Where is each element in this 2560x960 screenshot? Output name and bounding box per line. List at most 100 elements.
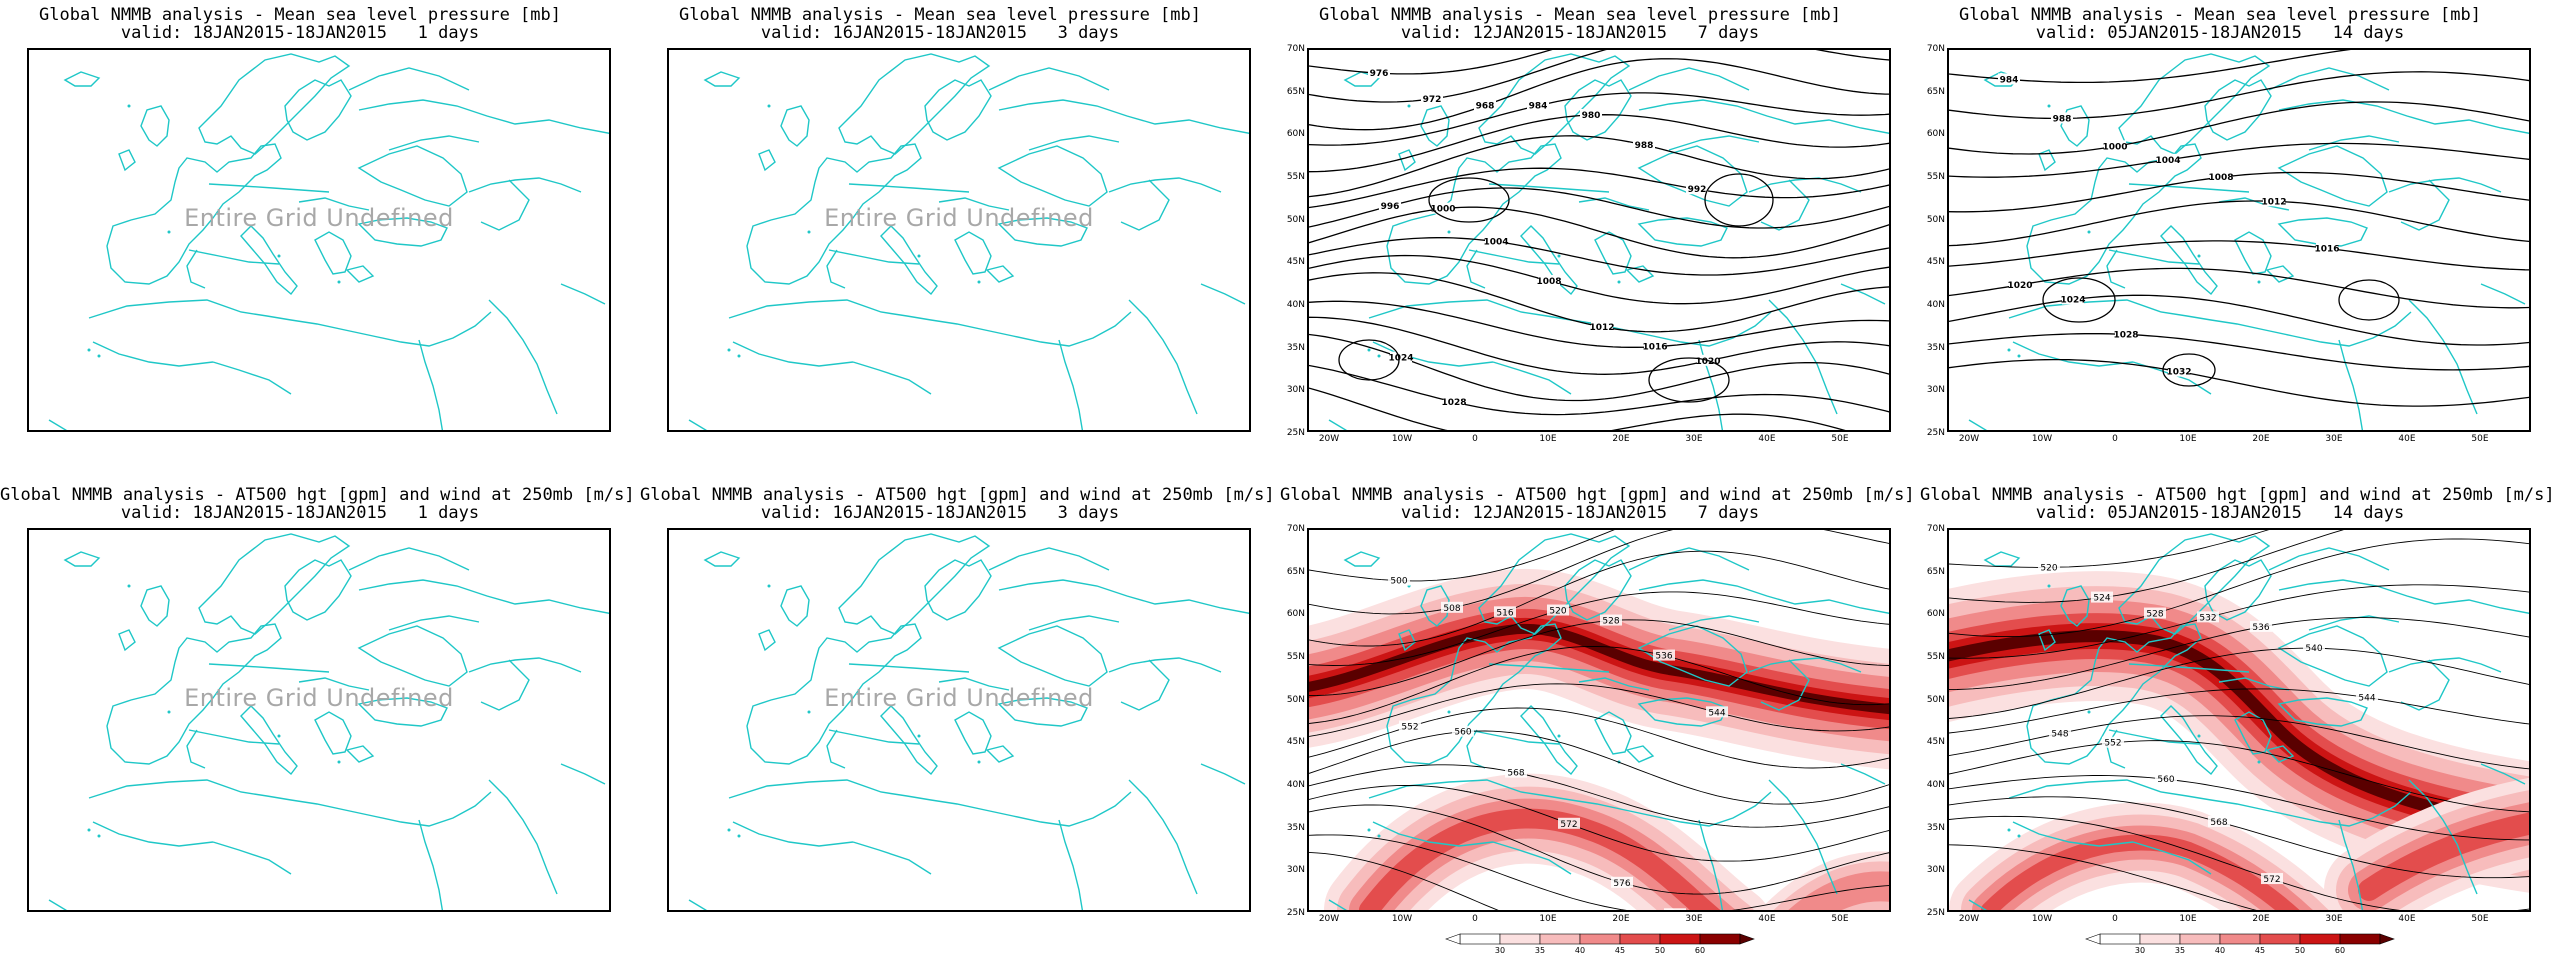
panel-valid: valid: 12JAN2015-18JAN2015 7 days: [1400, 23, 1760, 43]
coastline-segment: [997, 625, 1108, 687]
contour-line: [1949, 101, 2529, 155]
lon-tick-label: 20E: [1612, 434, 1630, 444]
coastline-segment: [348, 67, 470, 91]
lon-tick-label: 20E: [1612, 914, 1630, 924]
contour-line: [1309, 187, 1889, 229]
coastline-segment: [1372, 341, 1494, 367]
colorbar-tick-label: 45: [1615, 946, 1625, 954]
contour-line: [1949, 617, 2529, 691]
panel-hgt-3day: Global NMMB analysis - AT500 hgt [gpm] a…: [640, 480, 1275, 950]
coastline-segment: [345, 745, 375, 763]
contour-label: 1024: [1388, 354, 1413, 364]
contour-line: [1949, 267, 2529, 309]
closed-contour: [1648, 357, 1730, 403]
undefined-message: Entire Grid Undefined: [184, 204, 454, 232]
island-mark: [2197, 254, 2201, 258]
coastline-segment: [63, 71, 101, 87]
lat-tick-label: 55N: [1286, 652, 1305, 662]
coastline-segment: [1638, 579, 1889, 614]
coastline-segment: [2008, 779, 2412, 827]
contour-label: 1000: [1430, 205, 1455, 215]
contour-label-bg: [2208, 815, 2230, 827]
contour-label-bg: [1388, 574, 1410, 586]
colorbar-swatch: [2299, 933, 2341, 945]
coastline-segment: [2408, 299, 2478, 415]
wind-colorbar: 30 35 40 45 50 60: [1445, 933, 1755, 954]
coastline-segment: [186, 729, 206, 769]
lon-tick-label: 30E: [1685, 434, 1703, 444]
contour-label: 568: [2210, 818, 2227, 828]
coastline-segment: [140, 105, 170, 147]
lat-tick-label: 45N: [1926, 257, 1945, 268]
lon-tick-label: 10E: [2179, 434, 2197, 444]
coastline-segment: [1200, 763, 1246, 785]
coastline-segment: [388, 135, 480, 151]
coastline-segment: [848, 183, 970, 193]
coastline-segment: [1128, 779, 1198, 895]
colorbar-swatch: [2259, 933, 2301, 945]
lat-tick-label: 25N: [1286, 428, 1305, 438]
contour-label: 1024: [2060, 295, 2085, 305]
closed-contour: [1704, 173, 1774, 227]
contour-label: 1032: [2166, 368, 2191, 378]
coastline-segment: [488, 779, 558, 895]
colorbar-swatch: [1699, 933, 1741, 945]
island-mark: [167, 710, 171, 714]
lat-tick-label: 70N: [1926, 524, 1945, 534]
coastline-segment: [1466, 249, 1486, 289]
lon-tick-label: 50E: [1831, 914, 1849, 924]
map-frame: Entire Grid Undefined: [667, 48, 1251, 432]
lon-tick-label: 0: [2112, 914, 2118, 924]
contour-label-bg: [1653, 649, 1675, 661]
lat-tick-label: 45N: [1286, 257, 1305, 268]
colorbar-max-arrow: [2379, 933, 2395, 945]
coastline-segment: [88, 299, 492, 347]
coastline-segment: [106, 623, 282, 765]
contour-line: [1309, 591, 1889, 666]
contour-label-bg: [2009, 278, 2031, 290]
contour-label-bg: [2210, 171, 2232, 183]
contour-line: [1949, 647, 2529, 719]
contour-label-bg: [2115, 328, 2137, 340]
contour-label: 524: [2093, 594, 2110, 604]
lat-tick-label: 50N: [1286, 694, 1305, 705]
coastline-segment: [48, 419, 68, 430]
undefined-message: Entire Grid Undefined: [824, 684, 1094, 712]
contour-line: [1309, 135, 1889, 198]
coastline-segment: [1343, 71, 1381, 87]
coastline-segment: [2338, 339, 2364, 430]
island-mark: [1377, 354, 1381, 358]
coastline-segment: [688, 419, 708, 430]
island-mark: [807, 230, 811, 234]
panel-mslp-7day: Global NMMB analysis - Mean sea level pr…: [1280, 0, 1891, 470]
contour-line: [1949, 142, 2529, 178]
lat-tick-label: 40N: [1926, 780, 1945, 790]
coastline-segment: [106, 143, 282, 285]
panel-mslp-1day: Global NMMB analysis - Mean sea level pr…: [0, 0, 611, 470]
coastline-segment: [480, 659, 530, 711]
coastline-segment: [780, 105, 810, 147]
coastline-segment: [2234, 711, 2272, 755]
coastline-segment: [758, 149, 776, 172]
coastline-segment: [2204, 559, 2272, 621]
colorbar-tick-label: 30: [2135, 946, 2145, 954]
contour-label-bg: [2250, 620, 2272, 632]
contour-line: [1949, 50, 2351, 84]
coastline-segment: [88, 779, 492, 827]
coastline-segment: [1520, 705, 1578, 776]
coastline-segment: [2218, 677, 2290, 691]
lon-tick-label: 10E: [1539, 434, 1557, 444]
lon-tick-label: 50E: [2471, 914, 2489, 924]
lat-tick-label: 25N: [1926, 908, 1945, 918]
coastline-segment: [852, 361, 932, 395]
coastline-segment: [2268, 547, 2390, 571]
undefined-message: Entire Grid Undefined: [184, 684, 454, 712]
lon-tick-label: 10W: [1391, 914, 1413, 924]
coastline-segment: [357, 145, 468, 207]
island-mark: [737, 354, 741, 358]
coastline-segment: [2108, 729, 2200, 745]
colorbar-tick-label: 50: [1655, 946, 1665, 954]
contour-line: [1949, 815, 2529, 910]
coastline-segment: [828, 249, 920, 265]
contour-line: [1309, 834, 1889, 910]
